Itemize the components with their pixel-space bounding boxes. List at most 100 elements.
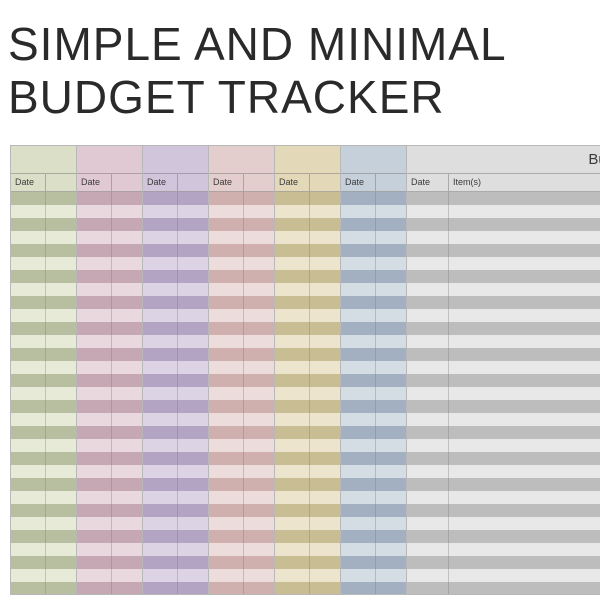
row-item-cell (449, 452, 600, 465)
row-date-cell (209, 361, 244, 374)
table-row (143, 309, 211, 322)
row-item-cell (178, 257, 211, 270)
row-date-cell (209, 530, 244, 543)
row-date-cell (77, 452, 112, 465)
row-item-cell (178, 491, 211, 504)
table-row (143, 400, 211, 413)
table-row (341, 569, 409, 582)
row-date-cell (77, 582, 112, 595)
row-date-cell (341, 387, 376, 400)
table-row (143, 439, 211, 452)
row-date-cell (209, 439, 244, 452)
row-item-cell (449, 257, 600, 270)
row-date-cell (11, 439, 46, 452)
row-date-cell (407, 257, 449, 270)
table-row (209, 361, 277, 374)
row-item-cell (112, 569, 145, 582)
row-date-cell (143, 231, 178, 244)
table-row (209, 348, 277, 361)
row-item-cell (244, 465, 277, 478)
row-item-cell (112, 296, 145, 309)
row-item-cell (376, 244, 409, 257)
table-row (275, 218, 343, 231)
row-date-cell (11, 387, 46, 400)
row-date-cell (11, 465, 46, 478)
row-item-cell (376, 400, 409, 413)
row-item-cell (46, 465, 79, 478)
row-item-cell (46, 478, 79, 491)
row-item-cell (376, 335, 409, 348)
table-row (275, 400, 343, 413)
column-date-label: Date (275, 174, 310, 191)
table-row (407, 270, 600, 283)
row-date-cell (77, 257, 112, 270)
table-row (143, 257, 211, 270)
row-item-cell (310, 348, 343, 361)
row-date-cell (143, 348, 178, 361)
row-date-cell (341, 361, 376, 374)
title-line-1: SIMPLE AND MINIMAL (8, 18, 507, 70)
row-date-cell (209, 283, 244, 296)
row-date-cell (143, 452, 178, 465)
table-row (77, 569, 145, 582)
row-date-cell (341, 400, 376, 413)
row-item-cell (310, 491, 343, 504)
row-date-cell (143, 530, 178, 543)
column-date-label: Date (341, 174, 376, 191)
table-row (11, 218, 79, 231)
table-row (275, 556, 343, 569)
row-item-cell (178, 244, 211, 257)
table-row (11, 270, 79, 283)
table-row (275, 296, 343, 309)
table-row (341, 582, 409, 595)
row-date-cell (143, 439, 178, 452)
row-date-cell (341, 270, 376, 283)
row-date-cell (11, 361, 46, 374)
row-date-cell (77, 309, 112, 322)
row-item-cell (310, 452, 343, 465)
row-item-cell (46, 283, 79, 296)
row-date-cell (407, 335, 449, 348)
table-row (11, 244, 79, 257)
table-row (209, 465, 277, 478)
sheet-column-header: Date (341, 174, 409, 192)
table-row (11, 205, 79, 218)
row-date-cell (407, 244, 449, 257)
row-date-cell (275, 413, 310, 426)
row-date-cell (209, 504, 244, 517)
row-date-cell (209, 296, 244, 309)
table-row (143, 413, 211, 426)
row-item-cell (244, 335, 277, 348)
table-row (209, 439, 277, 452)
table-row (341, 218, 409, 231)
row-date-cell (407, 569, 449, 582)
row-date-cell (11, 257, 46, 270)
row-date-cell (341, 205, 376, 218)
row-date-cell (407, 530, 449, 543)
row-date-cell (407, 582, 449, 595)
table-row (341, 426, 409, 439)
table-row (407, 244, 600, 257)
row-item-cell (178, 387, 211, 400)
sheet-rows (143, 192, 211, 594)
table-row (77, 465, 145, 478)
row-date-cell (407, 270, 449, 283)
table-row (275, 270, 343, 283)
table-row (407, 439, 600, 452)
table-row (275, 348, 343, 361)
row-date-cell (407, 387, 449, 400)
table-row (275, 413, 343, 426)
row-date-cell (77, 283, 112, 296)
table-row (11, 296, 79, 309)
table-row (143, 387, 211, 400)
table-row (341, 192, 409, 205)
row-item-cell (112, 413, 145, 426)
row-date-cell (143, 465, 178, 478)
row-date-cell (77, 322, 112, 335)
table-row (143, 231, 211, 244)
row-date-cell (341, 491, 376, 504)
row-item-cell (376, 452, 409, 465)
row-date-cell (407, 400, 449, 413)
table-row (77, 452, 145, 465)
table-row (143, 582, 211, 595)
